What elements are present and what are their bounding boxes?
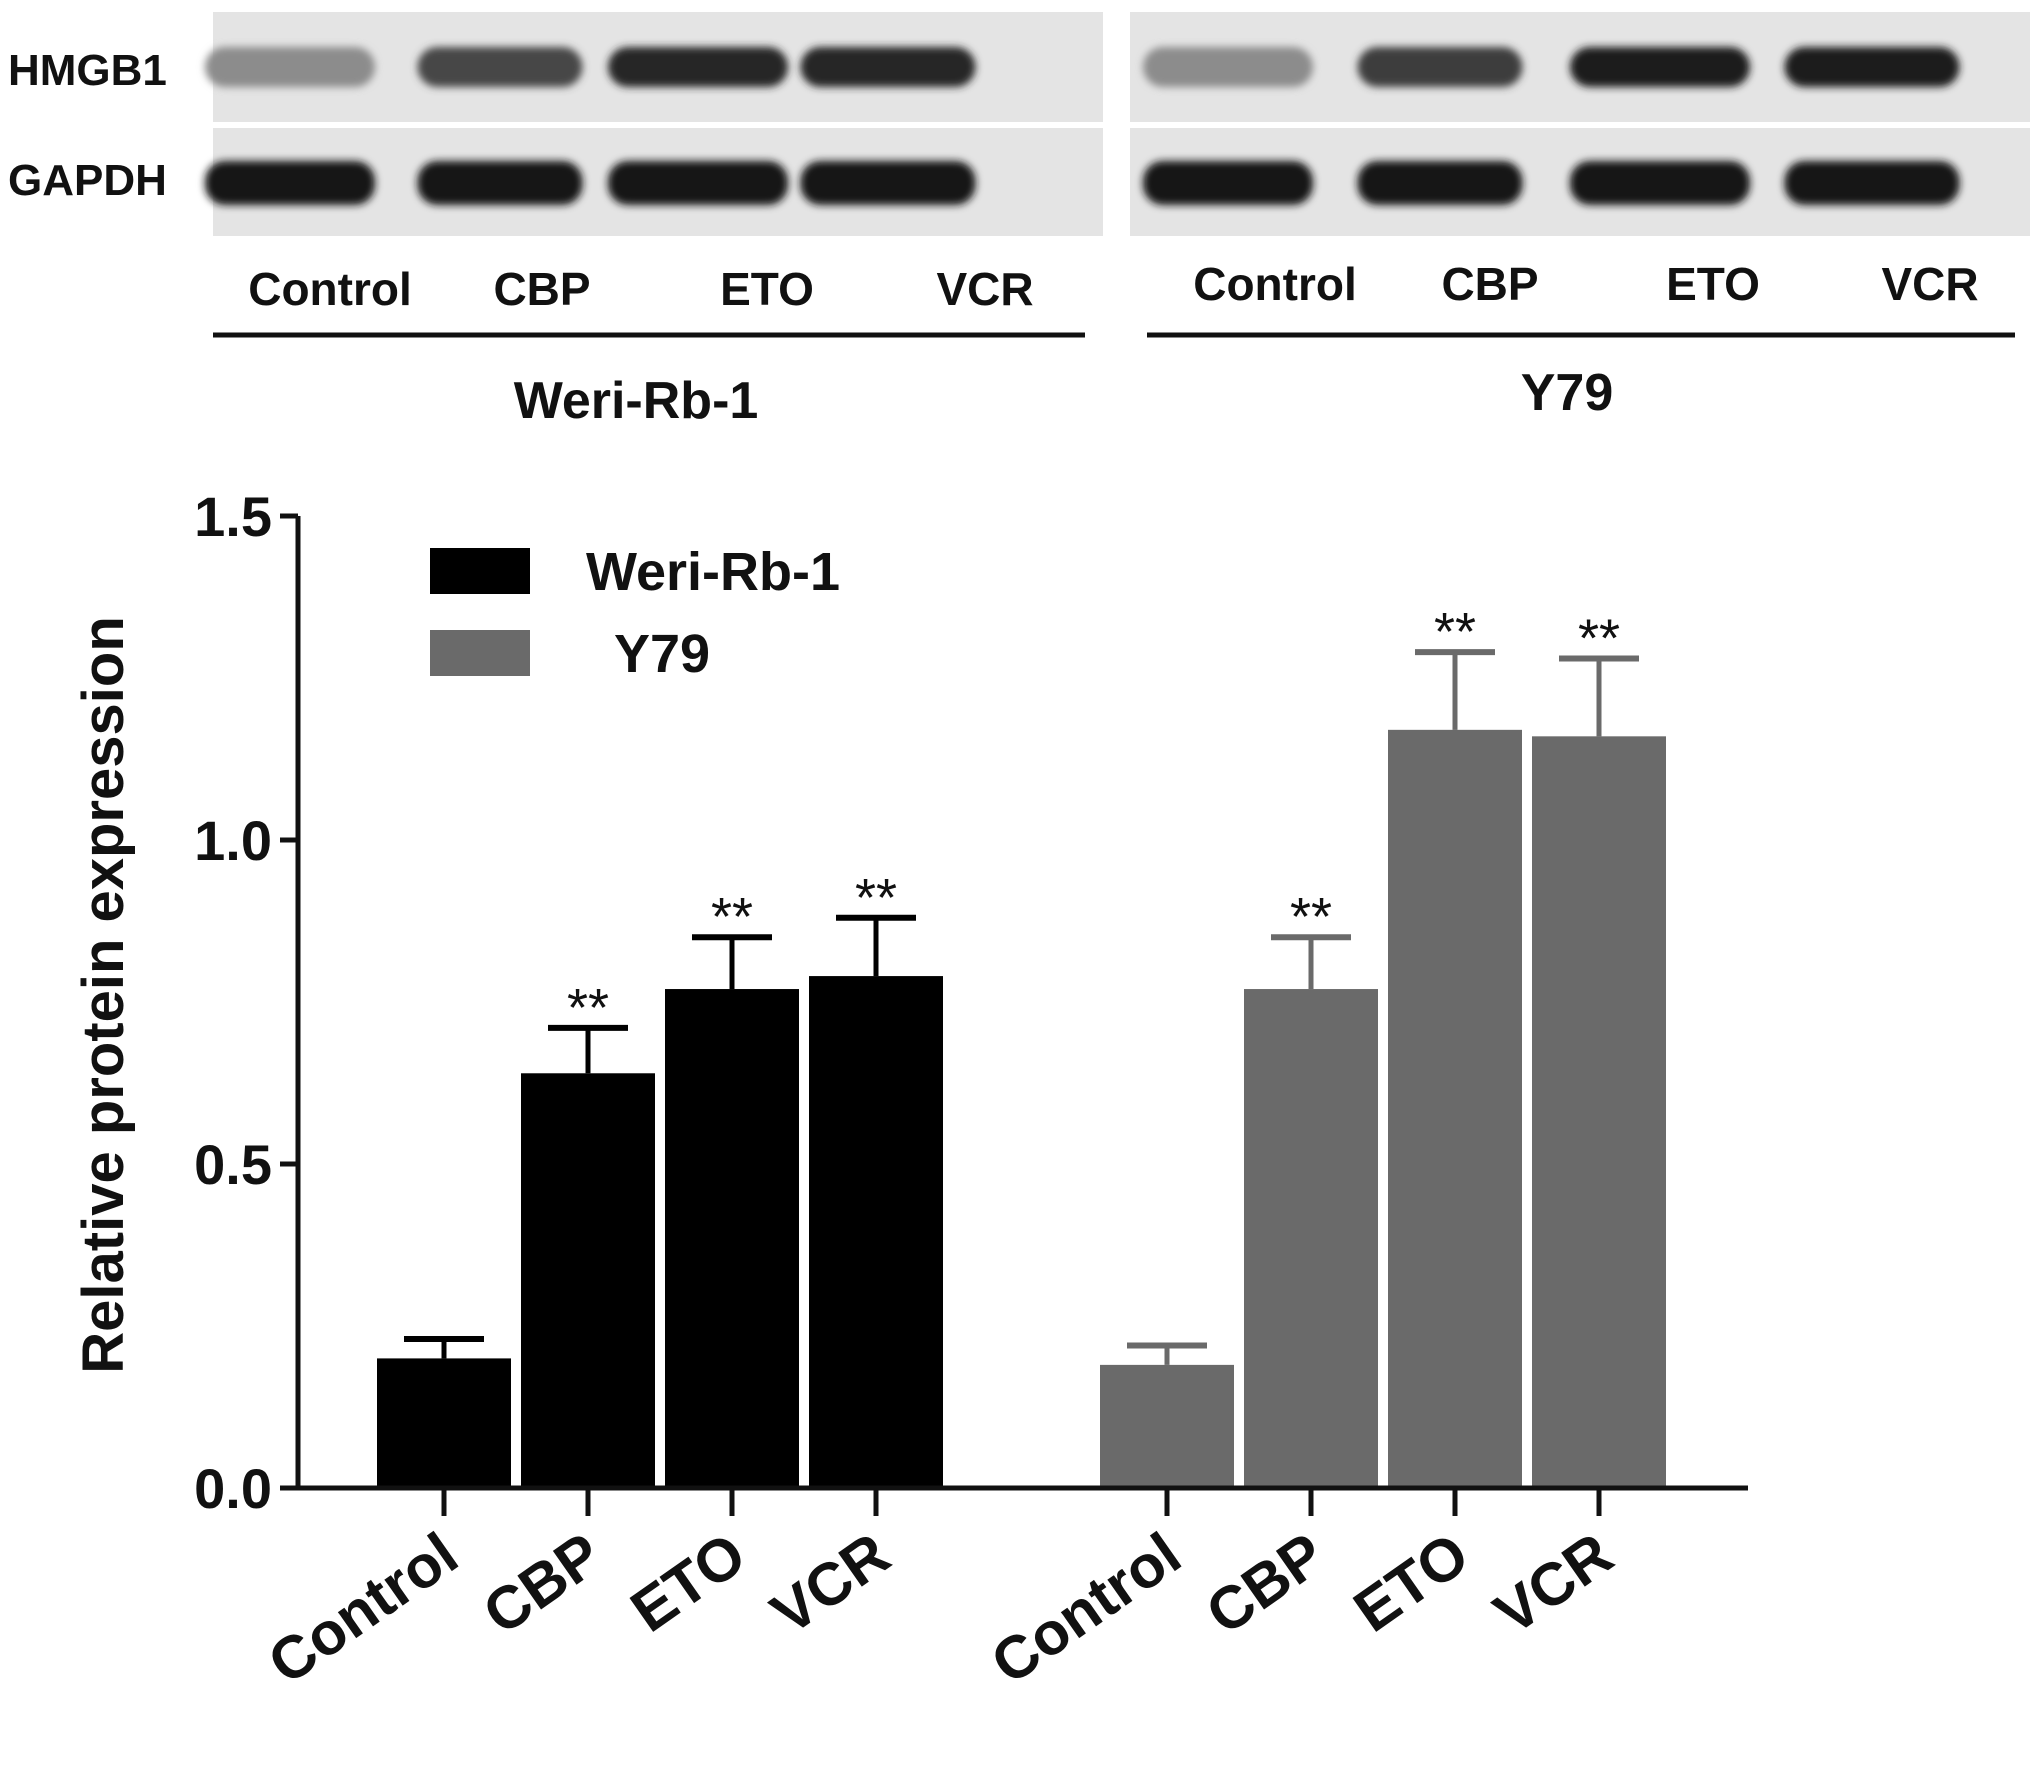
blot-band	[608, 47, 788, 87]
x-tick-label: CBP	[1194, 1520, 1336, 1648]
y-tick-label: 0.5	[194, 1133, 272, 1196]
y-tick-label: 1.0	[194, 809, 272, 872]
bar	[1388, 729, 1522, 1488]
x-tick-label: ETO	[1342, 1520, 1481, 1645]
bar	[521, 1073, 655, 1488]
blot-band	[205, 47, 375, 87]
bar	[665, 989, 799, 1488]
blot-band	[1784, 47, 1960, 87]
bar-chart: 0.00.51.01.5 **** ** **** ** Control CBP ETO V…	[71, 485, 1748, 1697]
blot-band	[417, 47, 583, 87]
lane-label-y79-control: Control	[1193, 258, 1357, 310]
x-tick-label: VCR	[1482, 1520, 1624, 1648]
x-axis: Control CBP ETO VCR Control CBP ETO VCR	[256, 1485, 1748, 1697]
bar	[1100, 1364, 1234, 1488]
x-tick-label: Control	[256, 1520, 469, 1697]
blot-bands	[205, 47, 1960, 205]
blot-band	[417, 161, 583, 205]
blot-band	[1357, 47, 1523, 87]
blot-band	[205, 161, 375, 205]
x-tick-label: VCR	[759, 1520, 901, 1648]
blot-row-label-hmgb1: HMGB1	[8, 46, 167, 95]
blot-band	[800, 161, 976, 205]
bar	[809, 976, 943, 1488]
blot-row-label-gapdh: GAPDH	[8, 156, 167, 205]
blot-band	[1570, 161, 1750, 205]
blot-band	[1143, 161, 1313, 205]
blot-band	[1143, 47, 1313, 87]
western-blot: HMGB1 GAPDH Control CBP ETO VCR Weri-Rb-…	[8, 12, 2030, 430]
x-tick-label: CBP	[471, 1520, 613, 1648]
cell-line-label-y79: Y79	[1521, 364, 1614, 422]
legend-label: Y79	[614, 624, 710, 684]
lane-label-weri-vcr: VCR	[936, 263, 1033, 315]
significance-label: **	[1290, 887, 1332, 947]
blot-band	[800, 47, 976, 87]
blot-band	[1570, 47, 1750, 87]
significance-label: **	[855, 868, 897, 928]
significance-label: **	[567, 978, 609, 1038]
bar	[1244, 989, 1378, 1488]
x-tick-label: ETO	[619, 1520, 758, 1645]
lane-label-weri-control: Control	[248, 263, 412, 315]
legend-label: Weri-Rb-1	[586, 542, 840, 602]
legend: Weri-Rb-1 Y79	[430, 542, 840, 684]
significance-label: **	[1434, 602, 1476, 662]
legend-swatch	[430, 548, 530, 594]
blot-band	[608, 161, 788, 205]
cell-line-label-weri: Weri-Rb-1	[514, 372, 759, 430]
x-tick-label: Control	[979, 1520, 1192, 1697]
significance-label: **	[1578, 609, 1620, 669]
bar	[377, 1358, 511, 1488]
lane-label-y79-cbp: CBP	[1441, 258, 1538, 310]
legend-swatch	[430, 630, 530, 676]
y-tick-label: 0.0	[194, 1457, 272, 1520]
y-axis-title: Relative protein expression	[71, 616, 136, 1373]
bar	[1532, 736, 1666, 1488]
y-tick-label: 1.5	[194, 485, 272, 548]
lane-label-y79-vcr: VCR	[1881, 258, 1978, 310]
lane-label-y79-eto: ETO	[1666, 258, 1760, 310]
lane-label-weri-eto: ETO	[720, 263, 814, 315]
blot-band	[1784, 161, 1960, 205]
blot-band	[1357, 161, 1523, 205]
bars: ** ** ** ** ** **	[377, 602, 1666, 1488]
lane-label-weri-cbp: CBP	[493, 263, 590, 315]
significance-label: **	[711, 887, 753, 947]
y-axis: 0.0 0.5 1.0 1.5	[194, 485, 301, 1520]
